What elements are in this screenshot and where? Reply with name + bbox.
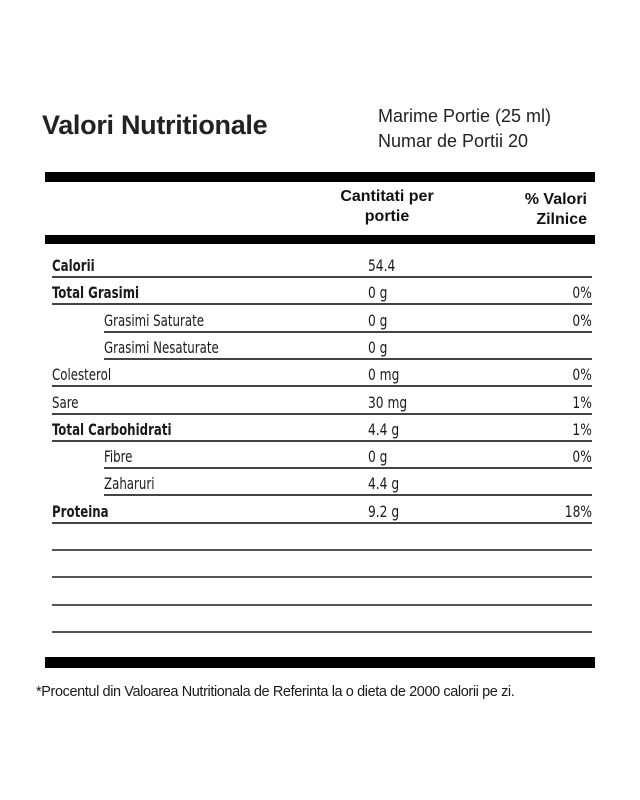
nutrient-quantity: 30 mg xyxy=(368,393,408,412)
nutrient-name: Grasimi Nesaturate xyxy=(104,338,219,357)
nutrient-daily-value: 0% xyxy=(572,311,592,330)
nutrient-daily-value: 1% xyxy=(572,420,592,439)
row-divider xyxy=(52,385,355,387)
row-divider xyxy=(355,358,592,360)
nutrient-row: Grasimi Nesaturate 0 g xyxy=(104,331,592,358)
bottom-thick-divider xyxy=(45,657,595,668)
row-divider xyxy=(52,522,355,524)
header-daily-value-line2: Zilnice xyxy=(536,211,587,228)
nutrient-quantity: 4.4 g xyxy=(368,474,400,493)
nutrient-row: Zaharuri 4.4 g xyxy=(104,467,592,494)
nutrient-name: Grasimi Saturate xyxy=(104,311,205,330)
row-divider xyxy=(355,522,592,524)
nutrient-name: Colesterol xyxy=(52,365,112,384)
header-daily-value-line1: % Valori xyxy=(524,191,587,208)
header-quantity-line1: Cantitati per xyxy=(340,188,434,205)
row-divider xyxy=(104,331,355,333)
label-title: Valori Nutritionale xyxy=(42,110,268,140)
blank-row-line xyxy=(52,576,592,578)
nutrient-quantity: 9.2 g xyxy=(368,502,400,521)
nutrient-name: Total Carbohidrati xyxy=(52,420,172,439)
nutrient-row: Sare 30 mg 1% xyxy=(52,386,592,413)
row-divider xyxy=(355,303,592,305)
nutrient-name: Fibre xyxy=(104,447,133,466)
nutrient-name: Proteina xyxy=(52,502,109,521)
footnote: *Procentul din Valoarea Nutritionala de … xyxy=(36,684,515,700)
serving-info: Marime Portie (25 ml) Numar de Portii 20 xyxy=(378,104,551,154)
nutrient-row: Total Carbohidrati 4.4 g 1% xyxy=(52,413,592,440)
nutrient-name: Sare xyxy=(52,393,79,412)
header-quantity-line2: portie xyxy=(364,208,410,225)
row-divider xyxy=(104,494,355,496)
servings-count: Numar de Portii 20 xyxy=(378,131,529,151)
nutrient-daily-value: 18% xyxy=(564,502,592,521)
nutrient-quantity: 0 mg xyxy=(368,365,400,384)
row-divider xyxy=(355,385,592,387)
nutrient-row: Grasimi Saturate 0 g 0% xyxy=(104,304,592,331)
row-divider xyxy=(355,440,592,442)
row-divider xyxy=(52,440,355,442)
nutrient-quantity: 4.4 g xyxy=(368,420,400,439)
row-divider xyxy=(355,467,592,469)
row-divider xyxy=(52,303,355,305)
nutrient-row: Fibre 0 g 0% xyxy=(104,440,592,467)
row-divider xyxy=(355,494,592,496)
nutrient-row: Calorii 54.4 xyxy=(52,249,592,276)
nutrient-daily-value: 0% xyxy=(572,447,592,466)
row-divider xyxy=(52,413,355,415)
nutrient-daily-value: 0% xyxy=(572,365,592,384)
nutrient-daily-value: 1% xyxy=(572,393,592,412)
row-divider xyxy=(355,331,592,333)
nutrient-quantity: 0 g xyxy=(368,311,388,330)
header-thick-divider xyxy=(45,235,595,244)
nutrient-row: Colesterol 0 mg 0% xyxy=(52,358,592,385)
row-divider xyxy=(104,467,355,469)
nutrient-quantity: 0 g xyxy=(368,447,388,466)
blank-row-line xyxy=(52,631,592,633)
nutrient-quantity: 0 g xyxy=(368,338,388,357)
nutrient-name: Total Grasimi xyxy=(52,283,140,302)
row-divider xyxy=(52,276,355,278)
blank-row-line xyxy=(52,549,592,551)
nutrient-name: Calorii xyxy=(52,256,95,275)
row-divider xyxy=(355,413,592,415)
serving-size: Marime Portie (25 ml) xyxy=(378,106,552,126)
nutrient-daily-value: 0% xyxy=(572,283,592,302)
row-divider xyxy=(355,276,592,278)
blank-row-line xyxy=(52,604,592,606)
nutrient-quantity: 0 g xyxy=(368,283,388,302)
row-divider xyxy=(104,358,355,360)
nutrient-name: Zaharuri xyxy=(104,474,155,493)
header-quantity: Cantitati per portie xyxy=(322,187,452,227)
header-daily-value: % Valori Zilnice xyxy=(480,190,587,230)
nutrient-row: Total Grasimi 0 g 0% xyxy=(52,276,592,303)
top-thick-divider xyxy=(45,172,595,182)
nutrient-row: Proteina 9.2 g 18% xyxy=(52,495,592,522)
nutrient-quantity: 54.4 xyxy=(368,256,396,275)
